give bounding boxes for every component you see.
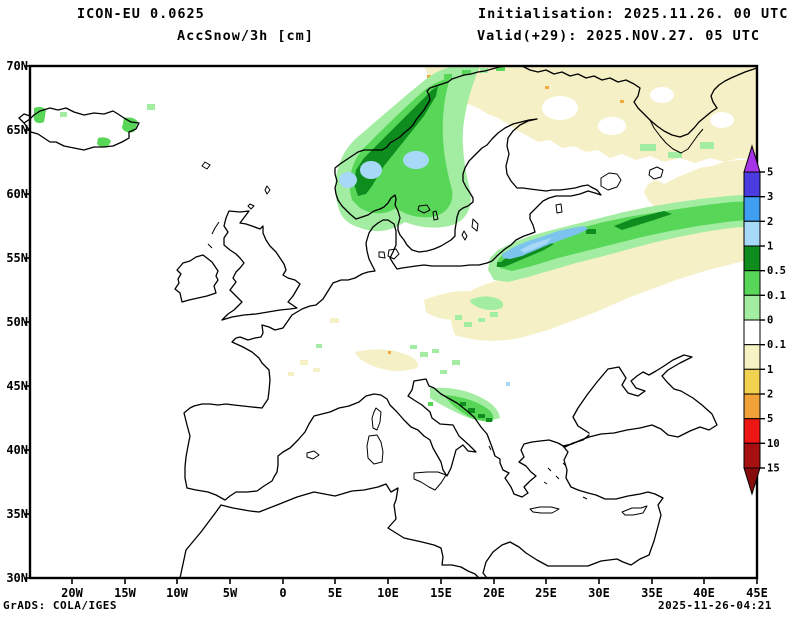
valid-time: Valid(+29): 2025.NOV.27. 05 UTC [477, 28, 760, 44]
lat-label: 50N [6, 315, 28, 329]
lat-label: 35N [6, 507, 28, 521]
lon-label: 30E [588, 586, 610, 600]
colorbar-arrow-bottom [743, 467, 761, 496]
lat-ticks [24, 65, 30, 579]
colorbar-label: 15 [767, 463, 780, 475]
lon-label: 10E [377, 586, 399, 600]
lon-label: 45E [746, 586, 768, 600]
lon-label: 15E [430, 586, 452, 600]
lat-label: 55N [6, 251, 28, 265]
colorbar-ticks [760, 171, 765, 469]
colorbar-segment [743, 270, 761, 296]
colorbar-label: 2 [767, 216, 773, 228]
colorbar-label: 5 [767, 413, 773, 425]
precip-field [34, 65, 757, 422]
colorbar-segment [743, 220, 761, 247]
lat-axis: 70N 65N 60N 55N 50N 45N 40N 35N 30N [6, 59, 28, 585]
lon-label: 40E [693, 586, 715, 600]
colorbar-segment [743, 196, 761, 222]
variable-title: AccSnow/3h [cm] [177, 28, 314, 44]
colorbar-label: 3 [767, 191, 773, 203]
lon-axis: 20W 15W 10W 5W 0 5E 10E 15E 20E 25E 30E … [61, 586, 768, 600]
lon-label: 5W [223, 586, 238, 600]
lat-label: 65N [6, 123, 28, 137]
colorbar-segment [743, 393, 761, 420]
lat-label: 60N [6, 187, 28, 201]
lon-label: 20E [483, 586, 505, 600]
colorbar-segment [743, 418, 761, 444]
lon-label: 15W [114, 586, 136, 600]
lat-label: 30N [6, 571, 28, 585]
colorbar-segment [743, 171, 761, 198]
colorbar-label: 10 [767, 438, 780, 450]
colorbar-label: 0.1 [767, 339, 786, 351]
colorbar: 5 3 2 1 0.5 0.1 0 0.1 1 2 5 10 15 [743, 144, 786, 496]
colorbar-labels: 5 3 2 1 0.5 0.1 0 0.1 1 2 5 10 15 [767, 167, 786, 475]
lon-label: 20W [61, 586, 83, 600]
lon-label: 35E [641, 586, 663, 600]
lat-label: 40N [6, 443, 28, 457]
model-title: ICON-EU 0.0625 [77, 6, 205, 22]
init-time: Initialisation: 2025.11.26. 00 UTC [478, 6, 789, 22]
coastlines [18, 65, 758, 579]
lon-label: 0 [279, 586, 286, 600]
grads-credit: GrADS: COLA/IGES [3, 599, 117, 612]
colorbar-segment [743, 319, 761, 346]
colorbar-segment [743, 245, 761, 272]
colorbar-label: 1 [767, 364, 773, 376]
colorbar-segment [743, 442, 761, 469]
lon-label: 25E [535, 586, 557, 600]
colorbar-label: 0 [767, 315, 773, 327]
lat-label: 45N [6, 379, 28, 393]
lon-ticks [71, 578, 758, 584]
colorbar-label: 0.5 [767, 265, 786, 277]
lon-label: 5E [328, 586, 342, 600]
colorbar-label: 1 [767, 241, 773, 253]
colorbar-segment [743, 344, 761, 370]
colorbar-label: 5 [767, 167, 773, 179]
colorbar-label: 2 [767, 389, 773, 401]
colorbar-label: 0.1 [767, 290, 786, 302]
render-timestamp: 2025-11-26-04:21 [658, 599, 772, 612]
lon-label: 10W [166, 586, 188, 600]
colorbar-segment [743, 294, 761, 321]
lat-label: 70N [6, 59, 28, 73]
colorbar-segment [743, 368, 761, 395]
